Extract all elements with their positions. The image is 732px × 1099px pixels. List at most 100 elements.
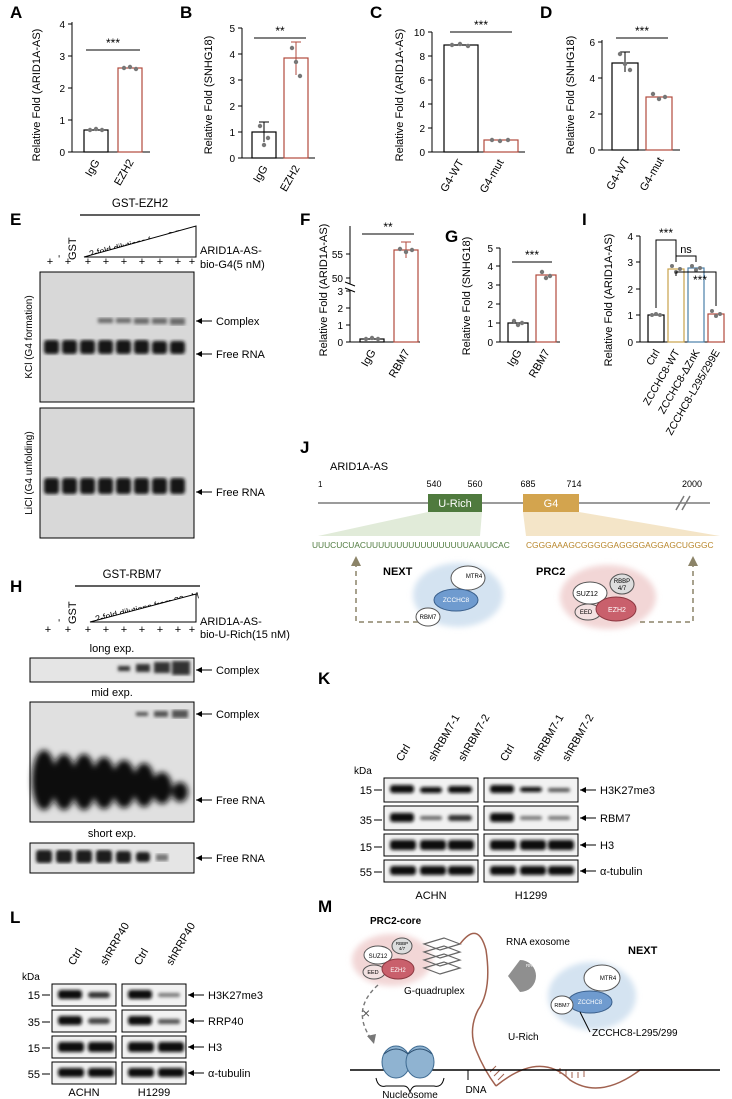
protein-label: GST-EZH2 xyxy=(112,198,168,210)
y-axis-label: Relative Fold (ARID1A-AS) xyxy=(603,234,615,367)
gradient-triangle xyxy=(89,593,197,623)
band-label: Free RNA xyxy=(216,795,266,807)
gel-licl xyxy=(39,407,195,539)
category-label: G4-mut xyxy=(638,156,667,194)
zcchc8: ZCCHC8 xyxy=(443,597,470,604)
bar-zcchc8-wt xyxy=(667,268,685,343)
position: 540 xyxy=(426,479,441,489)
position: 714 xyxy=(566,479,581,489)
panel-m: M PRC2-core SUZ12 RBBP 4/7 EED EZH2 × G-… xyxy=(318,897,720,1099)
tick-label: 4 xyxy=(487,262,493,273)
cell-line: H1299 xyxy=(138,1087,170,1099)
lane-label: Ctrl xyxy=(394,743,413,764)
significance: ns xyxy=(680,244,692,256)
band-label: α-tubulin xyxy=(208,1068,250,1080)
lane-label: - xyxy=(54,619,65,622)
probe-label: ARID1A-AS- xyxy=(200,616,262,628)
plus: + xyxy=(175,256,181,268)
cell-line: ACHN xyxy=(415,890,446,902)
y-axis-label: Relative Fold (ARID1A-AS) xyxy=(394,29,406,162)
band-label: H3 xyxy=(208,1042,222,1054)
tick-label: 2 xyxy=(419,124,425,135)
kda-label: kDa xyxy=(354,766,372,777)
y-axis-label: Relative Fold (ARID1A-AS) xyxy=(31,29,43,162)
plus: + xyxy=(139,256,145,268)
category-label: IgG xyxy=(83,158,102,179)
panel-letter-h: H xyxy=(10,577,22,596)
panel-letter-e: E xyxy=(10,210,21,229)
gel-kcl xyxy=(39,271,195,403)
panel-letter-f: F xyxy=(300,210,310,229)
rrp40: RRP40 xyxy=(526,963,541,968)
rna-title: ARID1A-AS xyxy=(330,461,388,473)
position: 2000 xyxy=(682,479,702,489)
band-label: H3K27me3 xyxy=(600,785,655,797)
category-label: G4-mut xyxy=(478,158,507,196)
band-label: H3 xyxy=(600,840,614,852)
tick-label: 2 xyxy=(627,285,633,296)
tick-label: 2 xyxy=(589,110,595,121)
gquadruplex-label: G-quadruplex xyxy=(404,986,465,997)
bar-rbm7 xyxy=(393,249,419,343)
exposure-label: short exp. xyxy=(88,828,136,840)
tick-label: 0 xyxy=(627,338,633,349)
condition-label: LiCl (G4 unfolding) xyxy=(24,431,35,514)
exosome-label: RNA exosome xyxy=(506,937,570,948)
mw-marker: 35 xyxy=(28,1017,40,1029)
lane-label: shRBM7-2 xyxy=(456,712,492,763)
panel-letter-j: J xyxy=(300,438,309,457)
position: 560 xyxy=(467,479,482,489)
rbbp: RBBP xyxy=(614,579,630,585)
probe-label: bio-U-Rich(15 nM) xyxy=(200,629,290,641)
panel-letter-i: I xyxy=(582,210,587,229)
lane-label: - xyxy=(54,255,65,258)
tick-label: 3 xyxy=(487,281,493,292)
band-label: α-tubulin xyxy=(600,866,642,878)
tick-label: 0 xyxy=(337,338,343,349)
plus: + xyxy=(103,624,109,636)
significance: ** xyxy=(383,220,393,234)
tick-label: 0 xyxy=(487,338,493,349)
tick-label: 1 xyxy=(487,319,493,330)
kda-label: kDa xyxy=(22,972,40,983)
zcchc8: ZCCHC8 xyxy=(578,1000,603,1006)
panel-d: D Relative Fold (SNHG18) 0 2 4 6 *** G4-… xyxy=(540,3,680,193)
band-label: RBM7 xyxy=(600,813,631,825)
rbbp: RBBP xyxy=(396,941,408,946)
mw-marker: 55 xyxy=(360,867,372,879)
lane-label: Ctrl xyxy=(498,743,517,764)
eed: EED xyxy=(580,610,593,616)
tick-label: 3 xyxy=(59,52,65,63)
bar-rbm7 xyxy=(535,274,557,343)
lane-label: GST xyxy=(67,237,79,260)
mw-marker: 55 xyxy=(28,1069,40,1081)
tick-label: 3 xyxy=(337,287,343,298)
bar-igg xyxy=(83,129,109,153)
exposure-label: mid exp. xyxy=(91,687,133,699)
band-label: Free RNA xyxy=(216,853,266,865)
tick-label: 4 xyxy=(589,74,595,85)
band-label: Free RNA xyxy=(216,349,266,361)
position: 1 xyxy=(318,480,323,489)
category-label: EZH2 xyxy=(112,158,136,188)
plus: + xyxy=(47,256,53,268)
plus: + xyxy=(85,256,91,268)
panel-g: G Relative Fold (SNHG18) 0 1 2 3 4 5 ***… xyxy=(445,227,560,380)
tick-label: 5 xyxy=(487,244,493,255)
tick-label: 2 xyxy=(229,102,235,113)
panel-c: C Relative Fold (ARID1A-AS) 0 2 4 6 8 10… xyxy=(370,3,525,195)
tick-label: 2 xyxy=(337,304,343,315)
probe-label: ARID1A-AS- xyxy=(200,245,262,257)
mtr4: MTR4 xyxy=(466,574,483,580)
band-label: H3K27me3 xyxy=(208,990,263,1002)
mw-marker: 15 xyxy=(360,785,372,797)
tick-label: 2 xyxy=(487,300,493,311)
tick-label: 4 xyxy=(229,50,235,61)
plus: + xyxy=(157,256,163,268)
tick-label: 4 xyxy=(627,232,633,243)
panel-e: E GST-EZH2 - GST 2-fold dilutions from 2… xyxy=(10,198,266,539)
urich-box xyxy=(428,494,482,512)
tick-label: 1 xyxy=(229,128,235,139)
tick-label: 6 xyxy=(589,38,595,49)
rbm7: RBM7 xyxy=(420,615,437,621)
